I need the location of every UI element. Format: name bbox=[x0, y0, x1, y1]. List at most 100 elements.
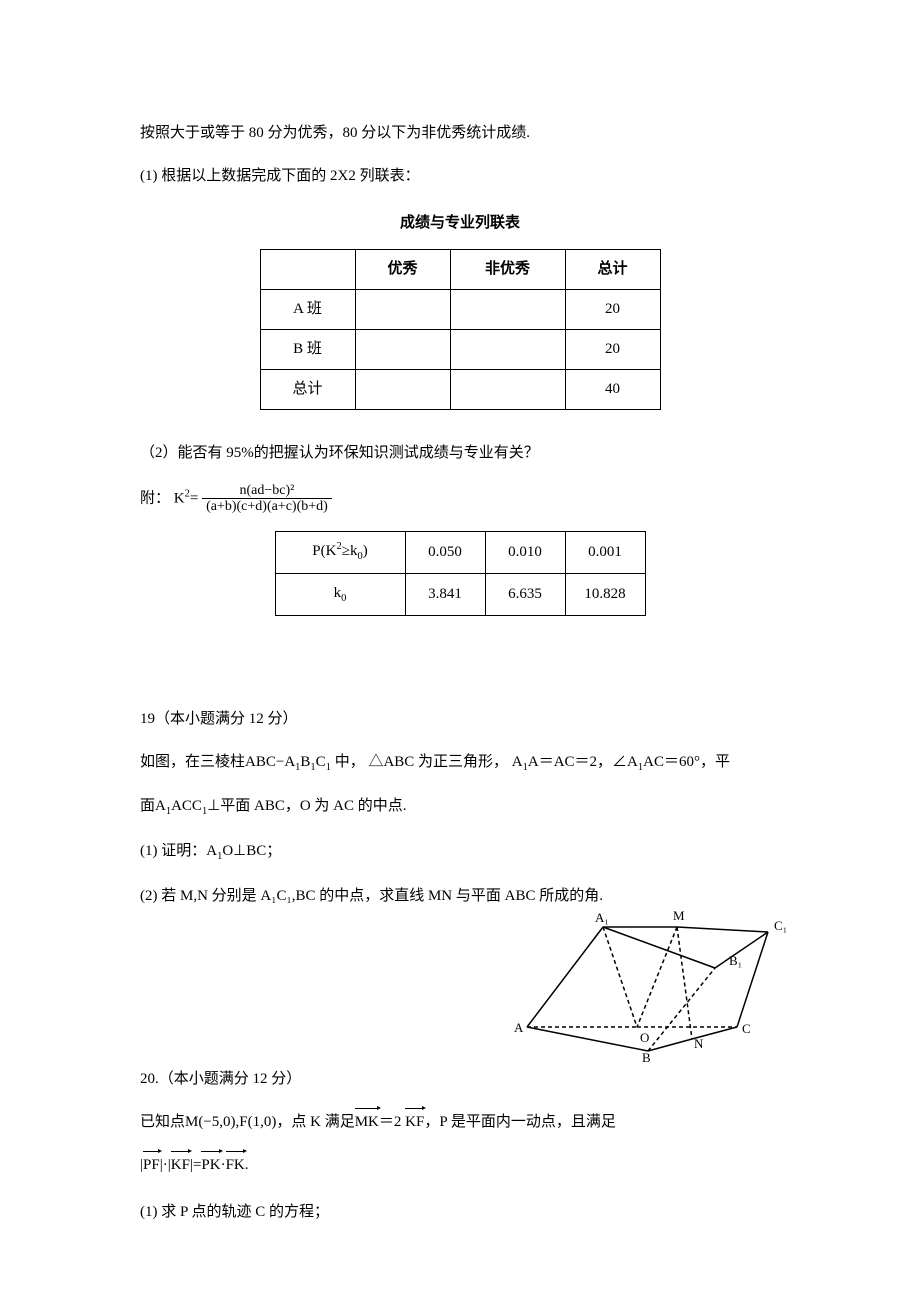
table-cell: 40 bbox=[565, 370, 660, 410]
q19-header: 19（本小题满分 12 分） bbox=[140, 706, 780, 733]
svg-text:C: C bbox=[742, 1021, 751, 1036]
table-row: P(K2≥k0) 0.050 0.010 0.001 bbox=[275, 531, 645, 573]
sub: 1 bbox=[523, 762, 528, 773]
vector-KF: KF bbox=[405, 1109, 424, 1136]
vector-FK: FK bbox=[226, 1152, 245, 1179]
intro-line-1: 按照大于或等于 80 分为优秀，80 分以下为非优秀统计成绩. bbox=[140, 120, 780, 147]
svg-text:A: A bbox=[514, 1020, 524, 1035]
ref-label: ≥k bbox=[342, 543, 358, 559]
vector-PK: PK bbox=[201, 1152, 220, 1179]
period: . bbox=[245, 1157, 249, 1173]
table-cell: A 班 bbox=[260, 290, 355, 330]
table-row: A 班 20 bbox=[260, 290, 660, 330]
q19-line1: 如图，在三棱柱ABC−A1B1C1 中， △ABC 为正三角形， A1A＝AC＝… bbox=[140, 749, 780, 778]
text-span: ，P 是平面内一动点，且满足 bbox=[424, 1114, 616, 1130]
text-span: B bbox=[300, 754, 310, 770]
table-row: B 班 20 bbox=[260, 330, 660, 370]
ref-label: P(K bbox=[312, 543, 336, 559]
text-span: 如图，在三棱柱 bbox=[140, 754, 245, 770]
table-cell bbox=[355, 370, 450, 410]
sub: 1 bbox=[217, 851, 222, 862]
table-header: 非优秀 bbox=[450, 250, 565, 290]
text-span: 已知点 bbox=[140, 1114, 185, 1130]
q19-part1: (1) 证明：A1O⊥BC； bbox=[140, 838, 780, 867]
reference-table: P(K2≥k0) 0.050 0.010 0.001 k0 3.841 6.63… bbox=[275, 531, 646, 616]
table-cell: 0.010 bbox=[485, 531, 565, 573]
table-cell: 6.635 bbox=[485, 573, 565, 615]
q20-line1: 已知点M(−5,0),F(1,0)，点 K 满足MK＝2 KF，P 是平面内一动… bbox=[140, 1109, 780, 1136]
question-2-line: （2）能否有 95%的把握认为环保知识测试成绩与专业有关？ bbox=[140, 440, 780, 467]
text-span: ⊥平面 ABC，O 为 AC 的中点. bbox=[207, 798, 406, 814]
svg-text:A₁: A₁ bbox=[595, 910, 609, 925]
svg-text:N: N bbox=[694, 1036, 704, 1051]
table-header bbox=[260, 250, 355, 290]
table-header: 总计 bbox=[565, 250, 660, 290]
text-span: M(−5,0),F(1,0)，点 K 满足 bbox=[185, 1114, 355, 1130]
q20-equation: |PF|·|KF|=PK·FK. bbox=[140, 1152, 780, 1179]
ref-sub: 0 bbox=[341, 593, 346, 604]
formula-denominator: (a+b)(c+d)(a+c)(b+d) bbox=[202, 499, 332, 514]
formula-line: 附： K2= n(ad−bc)² (a+b)(c+d)(a+c)(b+d) bbox=[140, 483, 780, 515]
text-span: ACC bbox=[171, 798, 202, 814]
text-span: AC＝60°，平 bbox=[643, 754, 730, 770]
svg-text:M: M bbox=[673, 910, 685, 923]
svg-text:B: B bbox=[642, 1050, 651, 1065]
text-span: C bbox=[316, 754, 326, 770]
table-row: 优秀 非优秀 总计 bbox=[260, 250, 660, 290]
svg-text:C₁: C₁ bbox=[774, 918, 787, 933]
table-cell: 总计 bbox=[260, 370, 355, 410]
vector-PF: PF bbox=[143, 1152, 160, 1179]
vector-KF: KF bbox=[171, 1152, 190, 1179]
dot: · bbox=[163, 1157, 168, 1173]
eq-sign: = bbox=[193, 1157, 201, 1173]
intro-line-2: (1) 根据以上数据完成下面的 2X2 列联表： bbox=[140, 163, 780, 190]
table-cell: B 班 bbox=[260, 330, 355, 370]
sub: 1 bbox=[310, 762, 315, 773]
sub: 1 bbox=[166, 806, 171, 817]
q20-header: 20.（本小题满分 12 分） bbox=[140, 1066, 780, 1093]
formula-eq: = bbox=[190, 490, 198, 506]
table-cell: 3.841 bbox=[405, 573, 485, 615]
vector-MK: MK bbox=[355, 1109, 379, 1136]
text-span: ＝2 bbox=[379, 1114, 405, 1130]
sub: 1 bbox=[638, 762, 643, 773]
table-cell bbox=[355, 330, 450, 370]
svg-text:O: O bbox=[640, 1030, 649, 1045]
formula-numerator: n(ad−bc)² bbox=[202, 483, 332, 499]
ref-sub: 0 bbox=[357, 551, 362, 562]
table-cell: 0.050 bbox=[405, 531, 485, 573]
table-cell: 0.001 bbox=[565, 531, 645, 573]
table-cell bbox=[450, 330, 565, 370]
table-cell: 20 bbox=[565, 330, 660, 370]
ref-label: k bbox=[334, 585, 342, 601]
q19-line2: 面A1ACC1⊥平面 ABC，O 为 AC 的中点. bbox=[140, 793, 780, 822]
table1-title: 成绩与专业列联表 bbox=[140, 210, 780, 237]
q19-part2: (2) 若 M,N 分别是 A₁C₁,BC 的中点，求直线 MN 与平面 ABC… bbox=[140, 883, 780, 910]
sub: 1 bbox=[295, 762, 300, 773]
text-span: (1) 证明：A bbox=[140, 843, 217, 859]
table-row: 总计 40 bbox=[260, 370, 660, 410]
text-span: A＝AC＝2，∠A bbox=[528, 754, 638, 770]
q20-part1: (1) 求 P 点的轨迹 C 的方程； bbox=[140, 1199, 780, 1226]
text-span: ABC−A bbox=[245, 754, 295, 770]
contingency-table: 优秀 非优秀 总计 A 班 20 B 班 20 总计 40 bbox=[260, 249, 661, 410]
table-cell bbox=[355, 290, 450, 330]
text-span: O⊥BC； bbox=[222, 843, 281, 859]
prism-figure: A₁MC₁B₁AOCBN bbox=[140, 926, 780, 956]
table-cell: k0 bbox=[275, 573, 405, 615]
text-span: 面A bbox=[140, 798, 166, 814]
table-cell bbox=[450, 290, 565, 330]
table-header: 优秀 bbox=[355, 250, 450, 290]
text-span: 中， △ABC 为正三角形， A bbox=[331, 754, 523, 770]
formula-prefix: 附： bbox=[140, 490, 170, 506]
table-row: k0 3.841 6.635 10.828 bbox=[275, 573, 645, 615]
sub: 1 bbox=[326, 762, 331, 773]
ref-label: ) bbox=[363, 543, 368, 559]
table-cell bbox=[450, 370, 565, 410]
formula-fraction: n(ad−bc)² (a+b)(c+d)(a+c)(b+d) bbox=[202, 483, 332, 515]
formula-lhs: K bbox=[174, 490, 185, 506]
svg-text:B₁: B₁ bbox=[729, 953, 742, 968]
table-cell: P(K2≥k0) bbox=[275, 531, 405, 573]
table-cell: 20 bbox=[565, 290, 660, 330]
sub: 1 bbox=[202, 806, 207, 817]
